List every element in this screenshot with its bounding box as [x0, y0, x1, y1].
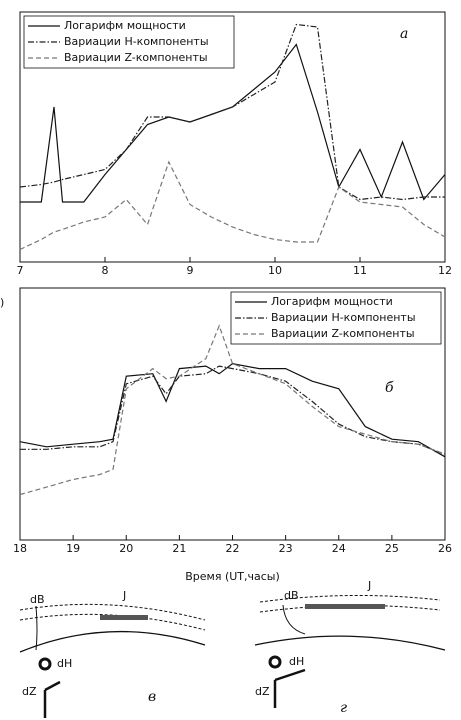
x-tick-label: 10 — [268, 264, 282, 277]
x-tick-label: 23 — [279, 542, 293, 555]
x-tick-label: 24 — [332, 542, 346, 555]
series-line — [19, 160, 446, 251]
x-tick-label: 22 — [226, 542, 240, 555]
diagram-right — [254, 594, 446, 708]
x-tick-label: 8 — [102, 264, 109, 277]
legend-label: Логарифм мощности — [64, 19, 186, 32]
x-tick-label: 21 — [172, 542, 186, 555]
label: dB — [30, 593, 45, 606]
series-line — [19, 23, 445, 201]
x-tick-label: 25 — [385, 542, 399, 555]
diagram-left — [19, 603, 206, 718]
legend-label: Вариации Z-компоненты — [271, 327, 415, 340]
legend-label: Вариации Z-компоненты — [64, 51, 208, 64]
series-line — [20, 365, 446, 455]
plot-frame — [19, 11, 446, 263]
label: dZ — [22, 685, 37, 698]
series-line — [19, 362, 446, 458]
label: г — [340, 700, 347, 716]
x-tick-label: 19 — [66, 542, 80, 555]
label: dH — [57, 657, 72, 670]
fragment: ) — [0, 296, 4, 309]
label: dB — [284, 589, 299, 602]
label: J — [367, 579, 371, 592]
x-tick-label: 11 — [353, 264, 367, 277]
panel-label: б — [385, 380, 394, 396]
label: dZ — [255, 685, 270, 698]
x-tick-label: 9 — [187, 264, 194, 277]
x-tick-label: 20 — [119, 542, 133, 555]
x-axis-label: Время (UT,часы) — [185, 570, 280, 583]
legend-label: Вариации Н-компоненты — [271, 311, 416, 324]
label: J — [122, 589, 126, 602]
label: dH — [289, 655, 304, 668]
label: в — [148, 689, 156, 705]
series-line — [19, 324, 446, 496]
x-tick-label: 26 — [438, 542, 452, 555]
x-tick-label: 12 — [438, 264, 452, 277]
legend-label: Вариации Н-компоненты — [64, 35, 209, 48]
panel-label: а — [400, 26, 408, 42]
x-tick-label: 18 — [13, 542, 27, 555]
x-tick-label: 7 — [17, 264, 24, 277]
legend-label: Логарифм мощности — [271, 295, 393, 308]
